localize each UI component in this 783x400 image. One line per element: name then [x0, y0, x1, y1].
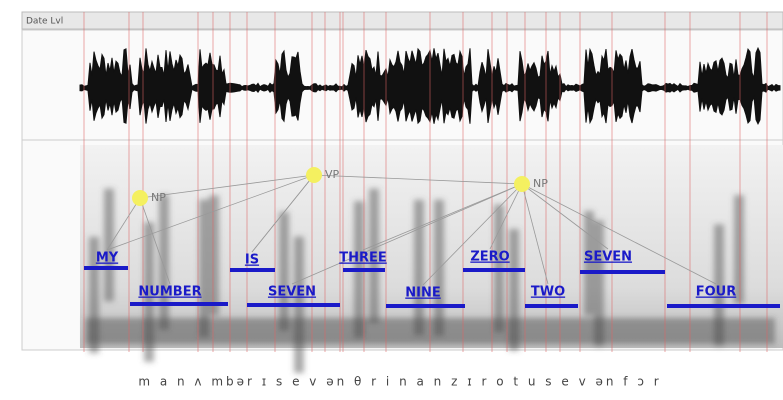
word-span — [247, 303, 340, 307]
tree-edge — [521, 183, 609, 250]
spectral-energy — [209, 195, 219, 316]
word-span — [84, 266, 128, 270]
tree-edge — [313, 174, 523, 185]
tree-edge — [106, 197, 141, 251]
tree-node — [306, 167, 322, 183]
spectral-energy — [734, 195, 744, 304]
spectral-energy — [584, 210, 594, 316]
tree-edge — [139, 197, 171, 285]
word-span — [230, 268, 275, 272]
spectral-energy — [369, 188, 379, 323]
word-label: THREE — [339, 251, 387, 266]
word-label: NINE — [405, 286, 440, 301]
spectral-energy — [594, 220, 604, 347]
tree-edge — [362, 183, 523, 251]
spectral-energy — [199, 199, 209, 338]
word-span — [130, 302, 228, 306]
word-label: NUMBER — [138, 285, 201, 300]
tree-edge — [106, 174, 315, 251]
tree-edge — [422, 183, 523, 286]
spectral-energy — [104, 188, 114, 302]
spectral-energy — [414, 199, 424, 336]
header-label: Date Lvl — [26, 17, 63, 27]
word-label: TWO — [531, 285, 565, 300]
tree-edge — [521, 183, 549, 285]
tree-edge — [251, 174, 315, 253]
spectral-energy — [434, 199, 444, 336]
spectral-energy — [509, 229, 519, 351]
tree-edge — [139, 174, 315, 199]
word-span — [525, 304, 578, 308]
word-span — [343, 268, 385, 272]
spectral-energy — [714, 224, 724, 346]
node-label: VP — [325, 168, 340, 181]
tree-edge — [291, 183, 523, 285]
tree-node — [132, 190, 148, 206]
tree-edge — [521, 183, 717, 285]
word-label: IS — [245, 253, 259, 268]
word-label: ZERO — [470, 250, 509, 265]
spectral-energy — [279, 211, 289, 331]
header-bar — [21, 11, 783, 30]
phonetic-transcription: m a n ʌ mbər ɪ s e v ən θ r i n a n z ɪ … — [138, 375, 661, 389]
word-label: SEVEN — [584, 250, 632, 265]
spectral-energy — [159, 194, 169, 330]
node-label: NP — [151, 191, 166, 204]
word-span — [463, 268, 525, 272]
word-span — [667, 304, 780, 308]
spectral-energy — [89, 236, 99, 354]
node-label: NP — [533, 177, 548, 190]
word-span — [580, 270, 665, 274]
word-span — [386, 304, 465, 308]
tree-node — [514, 176, 530, 192]
spectral-energy — [144, 222, 154, 362]
tree-edge — [489, 183, 523, 250]
word-label: MY — [96, 251, 119, 266]
word-label: SEVEN — [268, 285, 316, 300]
word-label: FOUR — [696, 285, 737, 300]
spectrogram — [80, 145, 783, 348]
